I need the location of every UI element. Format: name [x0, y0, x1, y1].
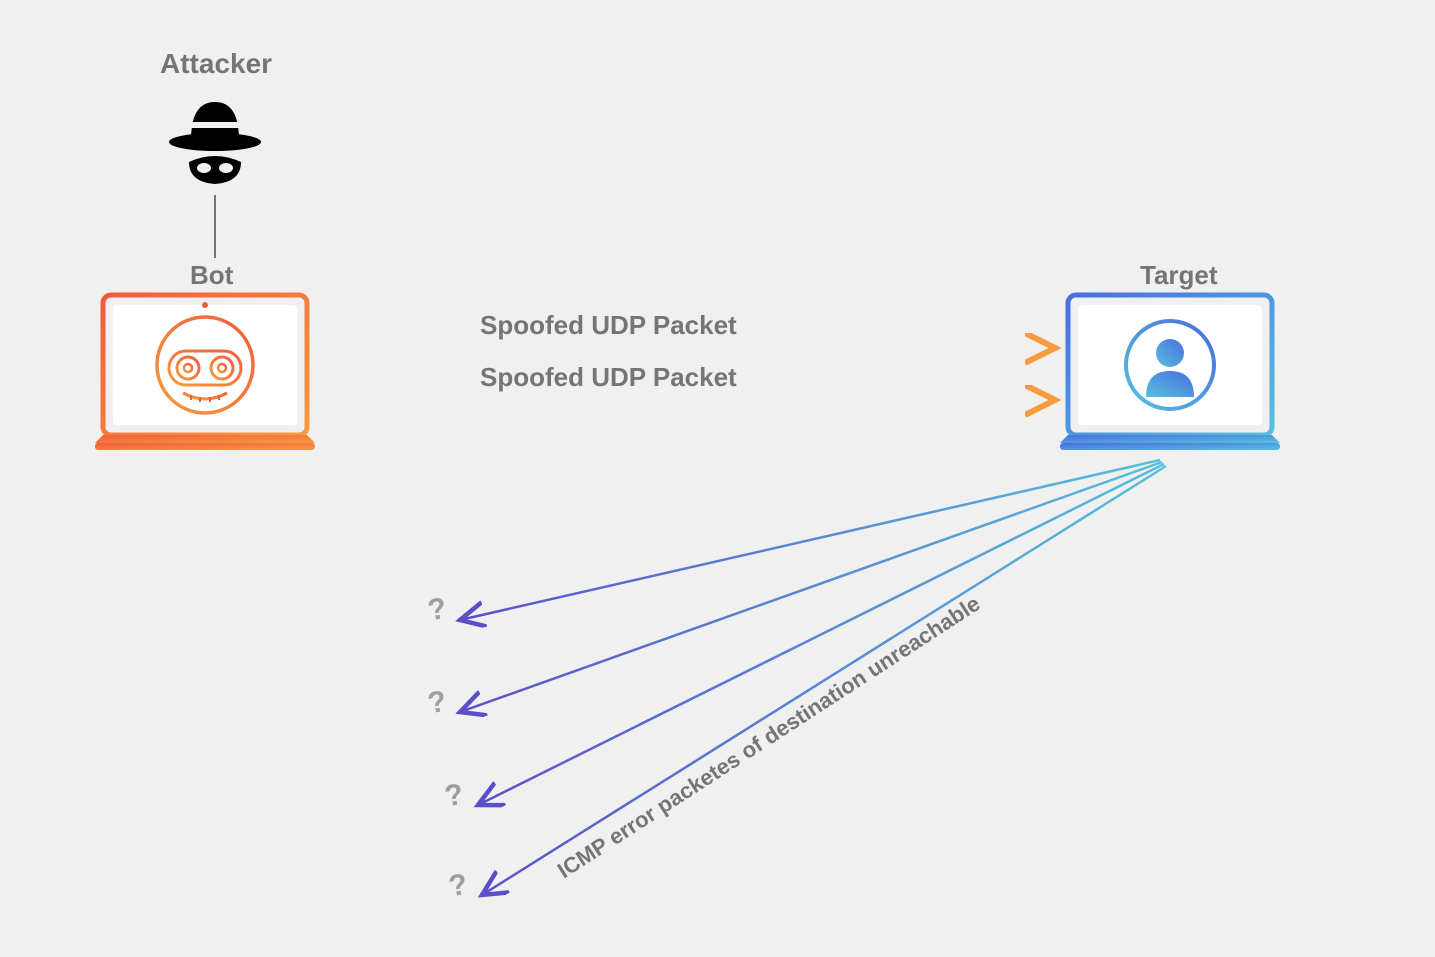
bot-laptop-icon	[95, 295, 315, 450]
qmark-1: ?	[425, 592, 449, 629]
target-label: Target	[1140, 260, 1218, 291]
udp-label-1: Spoofed UDP Packet	[480, 310, 737, 341]
qmark-2: ?	[425, 685, 449, 722]
attacker-label: Attacker	[160, 48, 272, 80]
udp-label-2: Spoofed UDP Packet	[480, 362, 737, 393]
attacker-icon	[169, 102, 261, 184]
target-laptop-icon	[1060, 295, 1280, 450]
bot-label: Bot	[190, 260, 233, 291]
icmp-label: ICMP error packetes of destination unrea…	[553, 591, 985, 884]
icmp-arrow-1	[460, 460, 1160, 620]
icmp-arrow-2	[460, 462, 1162, 712]
qmark-3: ?	[442, 778, 466, 815]
icmp-arrow-4	[482, 466, 1166, 895]
icmp-arrow-3	[478, 464, 1164, 805]
qmark-4: ?	[446, 868, 470, 905]
diagram-canvas	[0, 0, 1435, 957]
